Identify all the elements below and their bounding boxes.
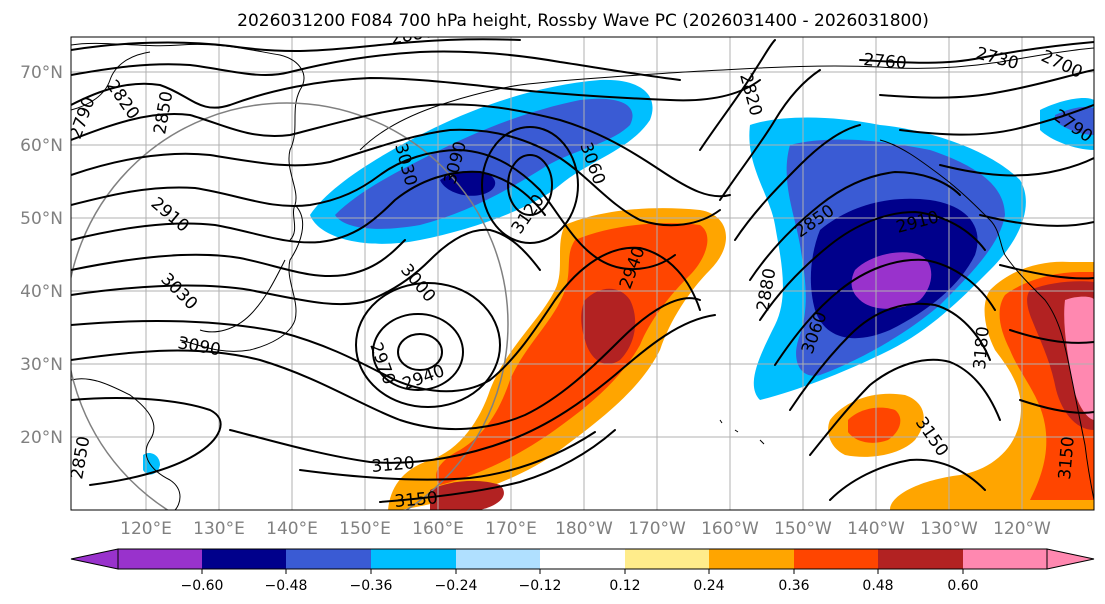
colorbar-extend-high [1046, 548, 1095, 570]
colorbar-tick-label: −0.60 [181, 578, 224, 594]
colorbar-segment [625, 549, 709, 569]
lon-label: 120°E [120, 519, 172, 539]
colorbar-segment [118, 549, 202, 569]
strong-neg-anomaly-core [851, 252, 932, 309]
contour-label: 2880 [389, 22, 435, 49]
lon-label: 120°W [993, 519, 1051, 539]
colorbar-tick-label: −0.24 [435, 578, 478, 594]
colorbar-segment [794, 549, 878, 569]
colorbar-segment [709, 549, 794, 569]
reference-circle [71, 102, 509, 510]
latitude-labels: 70°N 60°N 50°N 40°N 30°N 20°N [20, 63, 63, 448]
longitude-labels: 120°E 130°E 140°E 150°E 160°E 170°E 180°… [120, 519, 1051, 539]
anomaly-shading [143, 79, 1094, 510]
lon-label: 140°E [266, 519, 318, 539]
coastlines [71, 42, 1094, 510]
colorbar-segment [202, 549, 286, 569]
colorbar-extend-low [70, 548, 119, 570]
colorbar-segment [371, 549, 456, 569]
colorbar-segment [878, 549, 963, 569]
contour-label: 2850 [67, 435, 94, 481]
colorbar-tick-label: 0.12 [609, 578, 640, 594]
contour-label: 3150 [394, 488, 439, 512]
colorbar-segment [540, 549, 625, 569]
contour-label: 3120 [371, 453, 416, 477]
lat-label: 40°N [20, 282, 63, 302]
lat-label: 20°N [20, 428, 63, 448]
map-panel: 2880 2820 2790 2850 2760 2730 2700 2790 … [67, 22, 1094, 512]
lon-label: 150°E [339, 519, 391, 539]
contour-label: 2760 [863, 50, 908, 74]
contour-label: 3150 [1055, 436, 1079, 481]
colorbar-tick-label: 0.60 [947, 578, 978, 594]
lon-label: 180°W [555, 519, 613, 539]
colorbar-segment [456, 549, 540, 569]
colorbar: −0.60 −0.48 −0.36 −0.24 −0.12 0.12 0.24 … [70, 548, 1095, 594]
lon-label: 150°W [774, 519, 832, 539]
height-contours [71, 38, 1094, 503]
colorbar-tick-label: 0.36 [778, 578, 809, 594]
lat-label: 60°N [20, 136, 63, 156]
lat-label: 50°N [20, 209, 63, 229]
colorbar-segment [286, 549, 371, 569]
lat-label: 30°N [20, 355, 63, 375]
map-frame [70, 36, 1095, 511]
colorbar-segment [963, 549, 1047, 569]
lon-label: 130°E [193, 519, 245, 539]
colorbar-tick-label: −0.48 [265, 578, 308, 594]
lon-label: 160°W [701, 519, 759, 539]
colorbar-tick-label: −0.36 [350, 578, 393, 594]
lon-label: 130°W [920, 519, 978, 539]
colorbar-tick-label: 0.48 [862, 578, 893, 594]
colorbar-tick-label: −0.12 [519, 578, 562, 594]
lat-label: 70°N [20, 63, 63, 83]
lon-label: 170°W [628, 519, 686, 539]
lon-label: 160°E [412, 519, 464, 539]
lon-label: 170°E [485, 519, 537, 539]
contour-label: 3180 [970, 326, 994, 371]
colorbar-ticks [201, 569, 964, 574]
lon-label: 140°W [847, 519, 905, 539]
colorbar-tick-label: 0.24 [693, 578, 724, 594]
figure-title: 2026031200 F084 700 hPa height, Rossby W… [237, 11, 929, 31]
